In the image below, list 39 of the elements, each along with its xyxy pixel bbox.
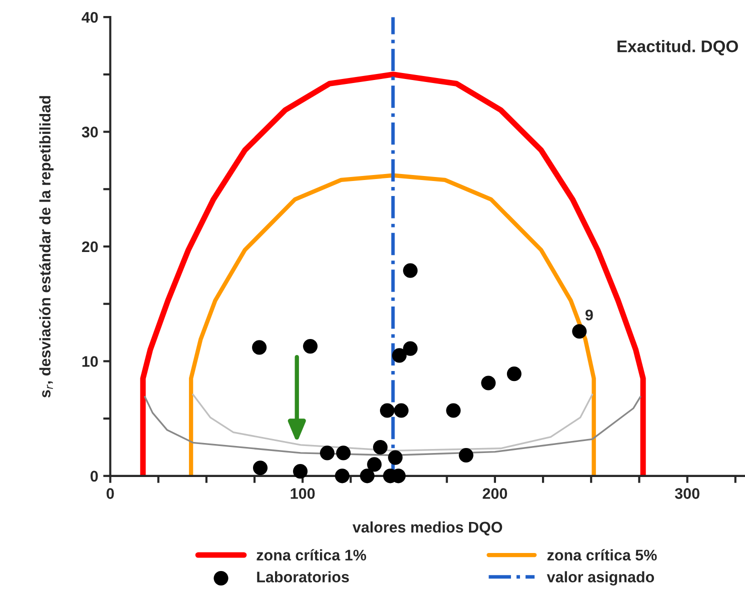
- y-tick-label: 0: [90, 470, 98, 482]
- point: [303, 339, 318, 354]
- line-series: [188, 173, 596, 476]
- x-tick-label: 0: [106, 488, 114, 499]
- y-tick-label: 30: [82, 126, 98, 138]
- point: [252, 340, 267, 355]
- point: [380, 403, 395, 418]
- point: [373, 440, 388, 455]
- point: [253, 460, 268, 476]
- point: [367, 457, 382, 472]
- point: [403, 341, 418, 356]
- point: [394, 403, 409, 418]
- y-axis-title: s$_{r}$, desviación estándar de la repetibilidad: [39, 96, 54, 398]
- point: [360, 468, 375, 484]
- x-axis-title: valores medios DQO: [352, 521, 502, 536]
- x-tick-label: 100: [290, 488, 315, 499]
- point: [506, 366, 522, 382]
- legend-label: zona crítica 1%: [256, 549, 366, 561]
- point: [336, 446, 351, 460]
- point: [458, 448, 474, 463]
- point: [293, 464, 308, 479]
- point: [320, 446, 335, 460]
- legend-label: zona crítica 5%: [547, 549, 657, 561]
- y-tick-label: 40: [82, 12, 98, 23]
- x-tick-label: 200: [482, 488, 508, 499]
- point: [481, 376, 496, 390]
- point: [572, 324, 587, 339]
- point: [334, 468, 350, 484]
- legend-label: valor asignado: [546, 571, 654, 586]
- text: Exactitud. DQO: [618, 40, 738, 56]
- point: [388, 450, 403, 465]
- legend-label: Laboratorios: [257, 571, 349, 582]
- y-tick-label: 20: [82, 241, 98, 252]
- point: [392, 348, 407, 363]
- point: [403, 263, 418, 278]
- x-tick-label: 300: [674, 488, 700, 499]
- y-tick-label: 10: [82, 356, 98, 367]
- point: [446, 403, 461, 418]
- annotation: 9: [585, 310, 593, 320]
